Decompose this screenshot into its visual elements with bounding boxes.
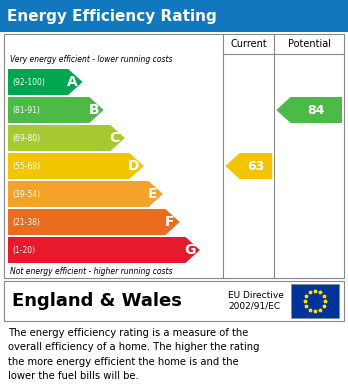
- Text: (21-38): (21-38): [12, 217, 40, 226]
- Polygon shape: [8, 125, 125, 151]
- Text: B: B: [88, 103, 99, 117]
- Polygon shape: [8, 237, 200, 263]
- Text: 63: 63: [247, 160, 264, 172]
- Text: D: D: [128, 159, 140, 173]
- Text: F: F: [165, 215, 174, 229]
- Text: (39-54): (39-54): [12, 190, 40, 199]
- Polygon shape: [8, 209, 180, 235]
- Text: Current: Current: [230, 39, 267, 49]
- Text: E: E: [148, 187, 158, 201]
- Bar: [0, 0, 348, 32]
- Text: EU Directive
2002/91/EC: EU Directive 2002/91/EC: [228, 291, 284, 311]
- Polygon shape: [225, 153, 272, 179]
- Text: (55-68): (55-68): [12, 161, 40, 170]
- Text: 84: 84: [308, 104, 325, 117]
- Text: C: C: [110, 131, 120, 145]
- Text: Energy Efficiency Rating: Energy Efficiency Rating: [7, 9, 217, 23]
- Text: (69-80): (69-80): [12, 133, 40, 142]
- Text: A: A: [67, 75, 78, 89]
- Text: Potential: Potential: [288, 39, 331, 49]
- Polygon shape: [8, 153, 144, 179]
- Bar: [4, 281, 344, 321]
- Text: The energy efficiency rating is a measure of the
overall efficiency of a home. T: The energy efficiency rating is a measur…: [8, 328, 260, 381]
- Bar: [291, 284, 339, 318]
- Text: G: G: [184, 243, 196, 257]
- Text: (81-91): (81-91): [12, 106, 40, 115]
- Polygon shape: [8, 181, 163, 207]
- Bar: [4, 34, 344, 278]
- Text: England & Wales: England & Wales: [12, 292, 182, 310]
- Text: Not energy efficient - higher running costs: Not energy efficient - higher running co…: [10, 267, 173, 276]
- Text: (1-20): (1-20): [12, 246, 35, 255]
- Polygon shape: [8, 97, 104, 123]
- Polygon shape: [8, 69, 82, 95]
- Text: Very energy efficient - lower running costs: Very energy efficient - lower running co…: [10, 56, 173, 65]
- Polygon shape: [276, 97, 342, 123]
- Text: (92-100): (92-100): [12, 77, 45, 86]
